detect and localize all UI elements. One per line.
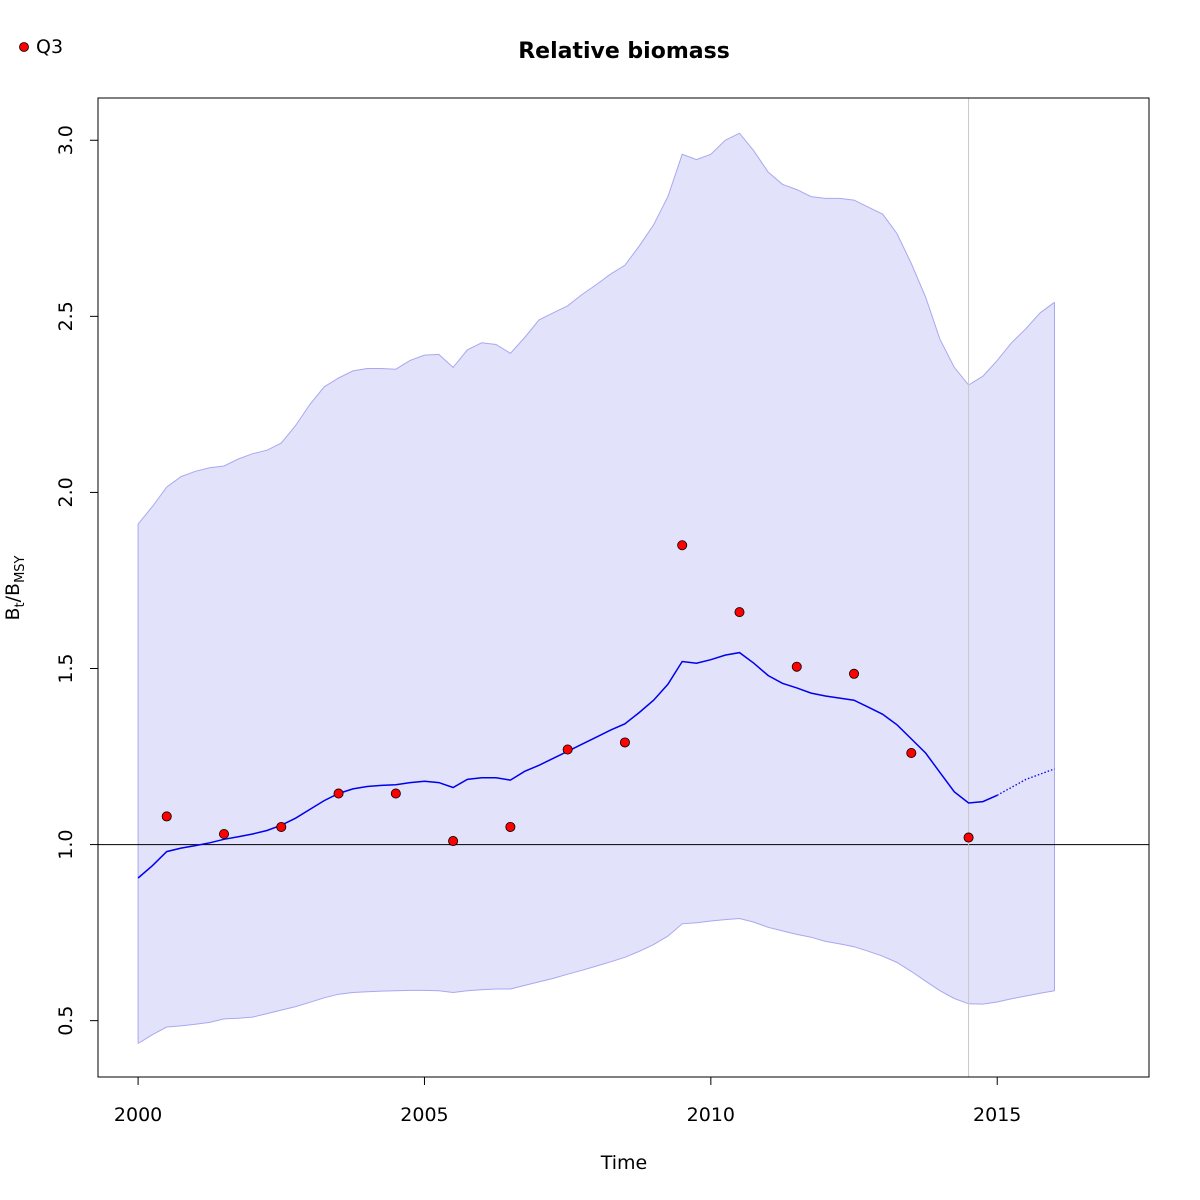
confidence-band (138, 133, 1055, 1044)
q3-point (734, 607, 745, 618)
chart-title: Relative biomass (518, 39, 730, 64)
x-axis-label: Time (600, 1152, 648, 1174)
plot-area (98, 98, 1149, 1077)
legend: Q3 (19, 36, 63, 58)
q3-point (276, 821, 287, 832)
upper-bound-line (137, 132, 1055, 525)
x-tick-label: 2005 (400, 1104, 448, 1126)
y-tick-label: 2.0 (55, 477, 77, 507)
q3-point (333, 788, 344, 799)
y-axis: 0.5 1.0 1.5 2.0 2.5 3.0 (55, 125, 99, 1036)
q3-point (505, 821, 516, 832)
q3-point (677, 540, 688, 551)
x-tick-label: 2000 (114, 1104, 162, 1126)
q3-point (161, 811, 172, 822)
q3-point (448, 836, 459, 847)
q3-point (619, 737, 630, 748)
y-tick-label: 3.0 (55, 125, 77, 155)
y-tick-label: 1.0 (55, 829, 77, 859)
x-axis: 2000 2005 2010 2015 (114, 1076, 1021, 1126)
projection-line (996, 768, 1055, 796)
q3-point (562, 744, 573, 755)
y-tick-label: 2.5 (55, 301, 77, 331)
y-tick-label: 1.5 (55, 653, 77, 683)
lower-bound-line (137, 917, 1055, 1044)
y-tick-label: 0.5 (55, 1006, 77, 1036)
y-axis-label: Bt/BMSY (2, 555, 28, 620)
q3-point (791, 661, 802, 672)
q3-point (390, 788, 401, 799)
legend-marker-q3 (19, 42, 29, 52)
x-tick-label: 2015 (973, 1104, 1021, 1126)
legend-label-q3: Q3 (36, 36, 63, 58)
q3-point (849, 668, 860, 679)
x-tick-label: 2010 (687, 1104, 735, 1126)
q3-point (963, 832, 974, 843)
q3-point (219, 829, 230, 840)
q3-point (906, 748, 917, 759)
